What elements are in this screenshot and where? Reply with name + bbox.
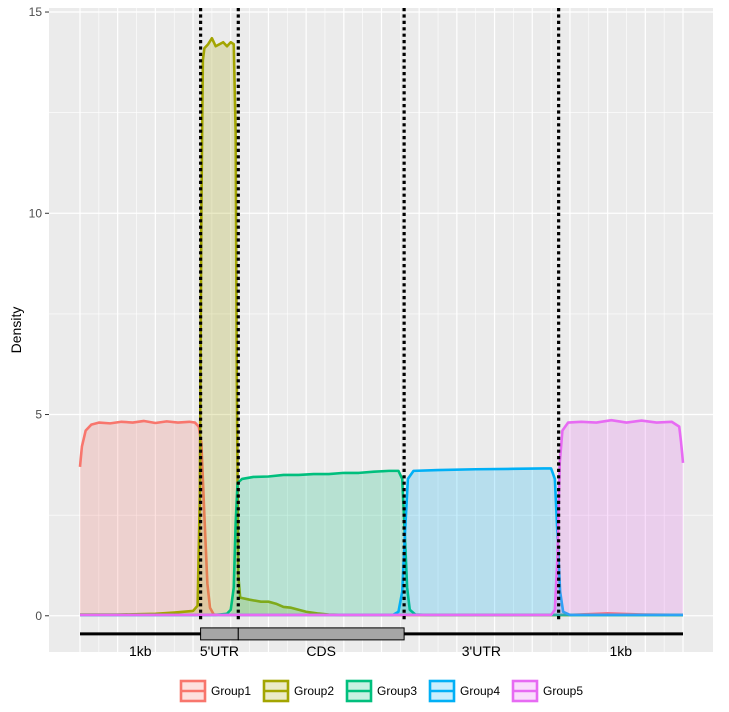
legend-label: Group2 bbox=[294, 684, 334, 698]
series-line bbox=[80, 469, 683, 617]
legend-label: Group1 bbox=[211, 684, 251, 698]
legend-item-group4: Group4 bbox=[428, 679, 500, 703]
minor-gridlines bbox=[49, 8, 713, 652]
y-tick-label: 0 bbox=[35, 609, 42, 623]
series-group4 bbox=[80, 467, 683, 617]
y-tick-label: 15 bbox=[29, 5, 43, 19]
series-group2 bbox=[80, 36, 683, 617]
region-5utr: 5'UTR bbox=[200, 627, 239, 659]
legend: Group1 Group2 Group3 Group4 Group5 bbox=[179, 679, 583, 703]
region-label: CDS bbox=[306, 643, 336, 659]
y-axis: 0 5 10 15 bbox=[29, 5, 49, 623]
density-series bbox=[78, 36, 685, 617]
legend-item-group2: Group2 bbox=[262, 679, 334, 703]
legend-label: Group5 bbox=[543, 684, 583, 698]
y-axis-title: Density bbox=[8, 307, 24, 354]
region-1kb: 1kb bbox=[80, 632, 201, 659]
region-label: 5'UTR bbox=[200, 643, 239, 659]
series-area bbox=[80, 468, 683, 616]
series-area bbox=[80, 420, 683, 616]
legend-item-group1: Group1 bbox=[179, 679, 251, 703]
series-line bbox=[80, 467, 683, 617]
region-3utr: 3'UTR bbox=[404, 632, 559, 659]
legend-item-group5: Group5 bbox=[511, 679, 583, 703]
series-group5 bbox=[80, 418, 685, 617]
y-tick-label: 5 bbox=[35, 408, 42, 422]
series-line bbox=[80, 418, 685, 617]
region-1kb: 1kb bbox=[558, 632, 683, 659]
region-box bbox=[200, 627, 239, 641]
region-annotations: 1kb 5'UTR CDS 3'UTR 1kb bbox=[80, 627, 683, 659]
series-line bbox=[80, 36, 683, 617]
series-area bbox=[80, 470, 683, 616]
series-group3 bbox=[80, 469, 683, 617]
region-label: 1kb bbox=[610, 643, 633, 659]
y-tick-label: 10 bbox=[29, 206, 43, 220]
region-label: 1kb bbox=[129, 643, 152, 659]
region-label: 3'UTR bbox=[462, 643, 501, 659]
series-area bbox=[80, 38, 683, 616]
legend-label: Group3 bbox=[377, 684, 417, 698]
legend-label: Group4 bbox=[460, 684, 500, 698]
legend-item-group3: Group3 bbox=[345, 679, 417, 703]
region-box bbox=[237, 627, 405, 641]
